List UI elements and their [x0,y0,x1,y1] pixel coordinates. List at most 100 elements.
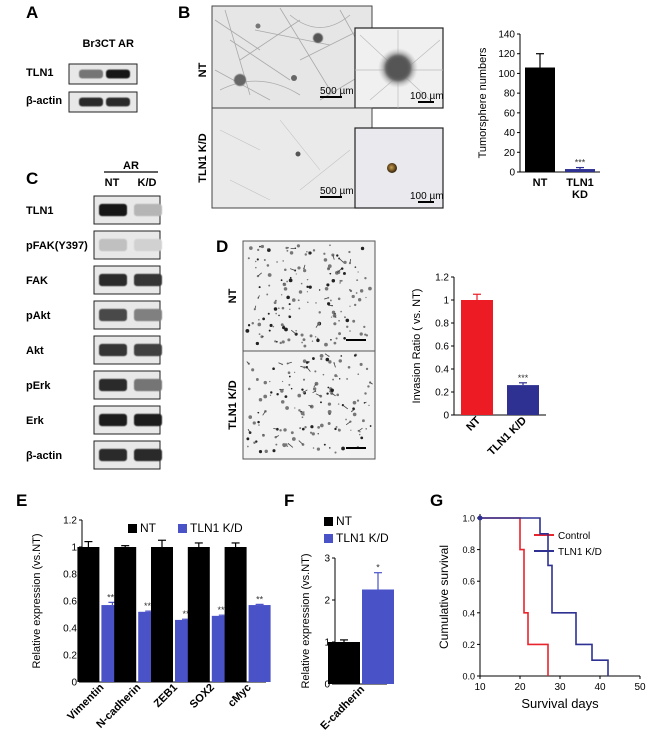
invasion-cell-kd-process [262,411,266,416]
y-tick-label: 1 [71,543,77,554]
invasion-cell-nt [278,307,280,309]
invasion-cell-kd [359,362,363,366]
invasion-cell-kd [255,440,258,443]
group-label-ar: AR [123,160,139,172]
invasion-cell-nt [338,332,342,336]
invasion-cell-kd [258,398,263,402]
invasion-cell-kd [247,387,251,391]
panel-letter-b: B [178,3,190,22]
legend-label-tln1-k-d: TLN1 K/D [336,531,389,545]
invasion-cell-nt [317,337,319,339]
invasion-cell-nt [352,319,356,323]
invasion-cell-kd-process [351,408,356,412]
panel-a: A Br3CT AR TLN1 β-actin [26,3,138,113]
invasion-cell-nt [315,302,317,304]
invasion-cell-kd [293,371,296,373]
panel-letter-a: A [26,3,38,22]
invasion-cell-kd [327,422,331,426]
invasion-cell-nt-process [334,315,337,319]
invasion-cell-nt [286,249,289,252]
legend-swatch-tln1-k-d [324,534,333,543]
invasion-cell-nt-process [338,258,345,264]
invasion-cell-nt [349,289,353,293]
invasion-cell-kd [298,409,301,412]
invasion-cell-kd [328,360,332,364]
micrograph-nt-invasion [242,240,376,352]
invasion-cell-nt [278,314,280,317]
x-tick-label: 40 [594,682,606,693]
invasion-cell-nt [267,273,272,277]
blot-a-band-tln1-0 [79,69,103,79]
blot-label-tln1-a: TLN1 [26,67,54,79]
invasion-cell-kd [319,394,323,398]
invasion-cell-kd [283,428,287,432]
blot-c-band-fak-0 [99,273,127,287]
invasion-cell-nt [268,284,271,287]
invasion-cell-nt [262,317,265,321]
invasion-cell-kd-process [313,383,317,388]
panel-b: B 500 µm 100 µm [178,3,444,209]
invasion-cell-kd [246,437,250,441]
invasion-cell-nt [329,272,332,275]
invasion-cell-kd [361,419,365,423]
invasion-cell-nt [311,340,314,342]
invasion-cell-kd-process [364,401,367,404]
invasion-cell-kd-process [315,393,321,397]
x-tick-label: 50 [634,682,646,693]
bar--nt [461,300,493,415]
category-label-line: NT [533,177,548,189]
invasion-cell-nt [296,244,301,248]
invasion-cell-nt [298,290,303,294]
y-tick-label: 140 [498,30,515,41]
invasion-cell-kd [269,394,272,396]
invasion-cell-kd-process [303,389,308,393]
invasion-cell-kd [301,416,304,419]
invasion-cell-nt [331,278,336,283]
y-tick-label: 0.8 [435,319,449,330]
invasion-cell-kd [282,443,286,448]
invasion-cell-nt [329,244,331,247]
invasion-cell-nt [284,268,287,272]
blot-c-band-erk-1 [134,413,162,427]
invasion-cell-nt [355,292,358,294]
invasion-cell-kd [280,389,284,393]
invasion-cell-kd-process [275,435,279,438]
micrograph-nt-sphere: 500 µm [211,5,373,109]
invasion-cell-nt [258,318,260,321]
invasion-cell-kd [347,365,351,369]
invasion-cell-nt [263,258,266,262]
blot-label-pakt: pAkt [26,310,51,322]
invasion-cell-nt [247,324,251,327]
invasion-cell-kd-process [342,404,349,410]
invasion-cell-kd [345,418,347,421]
invasion-cell-nt [348,250,351,254]
significance-label: *** [218,605,229,615]
blot-label-actin: β-actin [26,450,62,462]
invasion-cell-kd [302,359,307,363]
invasion-cell-nt [257,322,262,327]
y-tick-label: 1 [443,296,449,307]
blot-c-band-tln1-0 [99,203,127,217]
legend-label-nt: NT [336,514,353,528]
invasion-cell-nt [335,337,338,340]
significance-label: *** [144,601,155,611]
invasion-cell-nt [316,338,320,343]
blot-label-fak: FAK [26,275,48,287]
invasion-cell-kd [368,404,370,407]
legend-label-control: Control [558,531,590,542]
y-tick-label: 80 [504,89,516,100]
invasion-cell-kd [337,403,340,405]
y-tick-label: 0.6 [63,597,77,608]
invasion-cell-nt [266,293,269,296]
bar-tln1-k-d-cmyc [248,605,271,682]
invasion-cell-nt [303,344,307,348]
invasion-cell-kd [367,385,370,388]
invasion-cell-nt [297,266,301,270]
invasion-cell-nt [275,312,277,315]
y-tick-label: 0.0 [462,672,475,682]
invasion-cell-nt [349,289,351,291]
invasion-cell-nt [359,332,363,336]
invasion-cell-nt-process [332,254,335,260]
invasion-cell-nt [273,307,278,311]
survival-line-tln1-k-d [480,517,609,676]
